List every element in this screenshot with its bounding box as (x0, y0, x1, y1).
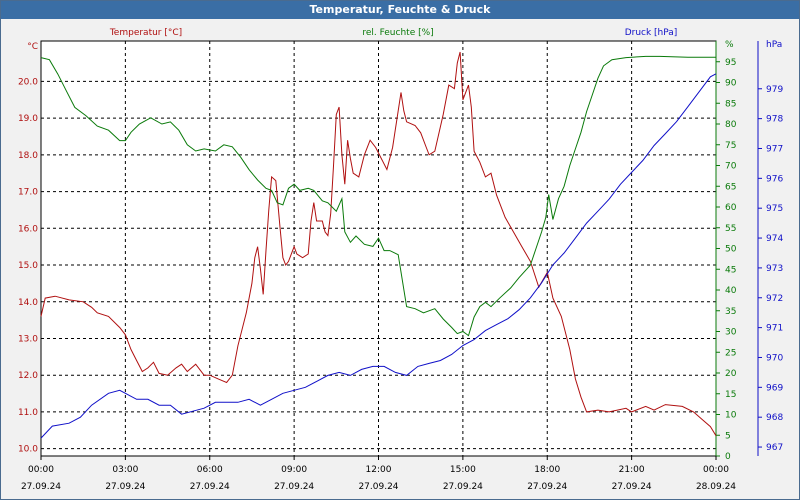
time-axis: 00:00 27.09.24 03:00 27.09.24 06:00 27.09.24 0… (21, 456, 736, 492)
x-tick-label: 18:00 (534, 465, 560, 475)
pressure-tick-label: 972 (766, 294, 783, 304)
humidity-tick-label: 80 (725, 120, 737, 130)
series-line-humidity (40, 55, 716, 337)
humidity-tick-label: 25 (725, 348, 736, 358)
x-date-label: 27.09.24 (358, 482, 398, 492)
x-tick-label: 21:00 (619, 465, 645, 475)
x-tick-label: 06:00 (197, 465, 223, 475)
temperature-tick-label: 16.0 (18, 224, 38, 234)
temperature-axis: 10.0 11.0 12.0 13.0 14.0 15.0 16.0 17.0 18.0 19.0… (18, 42, 38, 455)
x-date-label: 27.09.24 (527, 482, 567, 492)
humidity-tick-label: 45 (725, 265, 736, 275)
x-date-label: 27.09.24 (443, 482, 483, 492)
temperature-tick-label: 17.0 (18, 188, 38, 198)
pressure-tick-label: 976 (766, 174, 783, 184)
pressure-tick-label: 969 (766, 383, 783, 393)
humidity-tick-label: 35 (725, 307, 736, 317)
x-tick-label: 00:00 (703, 465, 729, 475)
pressure-tick-label: 973 (766, 264, 783, 274)
pressure-tick-label: 975 (766, 204, 783, 214)
humidity-tick-label: 40 (725, 286, 737, 296)
grid-lines (41, 41, 716, 456)
pressure-tick-label: 967 (766, 443, 783, 453)
plot-area (40, 40, 717, 457)
x-date-label: 27.09.24 (21, 482, 61, 492)
pressure-tick-label: 968 (766, 413, 783, 423)
humidity-tick-label: 10 (725, 411, 737, 421)
temperature-tick-label: 10.0 (18, 445, 38, 455)
humidity-tick-label: 85 (725, 99, 736, 109)
humidity-tick-label: 20 (725, 369, 737, 379)
x-tick-label: 00:00 (28, 465, 54, 475)
series-header-humidity: rel. Feuchte [%] (362, 28, 433, 38)
temperature-tick-label: 11.0 (18, 408, 38, 418)
temperature-tick-label: 18.0 (18, 151, 38, 161)
series-header-temperature: Temperatur [°C] (109, 28, 182, 38)
temperature-tick-label: 20.0 (18, 77, 38, 87)
temperature-tick-label: 12.0 (18, 371, 38, 381)
pressure-tick-label: 971 (766, 324, 783, 334)
x-date-label: 27.09.24 (190, 482, 230, 492)
humidity-axis: 0 5 10 15 20 25 30 35 40 45 50 55 60 65 70 75 80 85 90 95% (715, 40, 737, 462)
temperature-tick-label: 15.0 (18, 261, 38, 271)
pressure-tick-label: 979 (766, 85, 783, 95)
series-lines (40, 51, 717, 439)
chart-title: Temperatur, Feuchte & Druck (1, 1, 799, 19)
x-tick-label: 09:00 (281, 465, 307, 475)
humidity-tick-label: 75 (725, 141, 736, 151)
series-line-pressure (40, 73, 717, 439)
temperature-tick-label: 19.0 (18, 114, 38, 124)
pressure-tick-label: 977 (766, 144, 783, 154)
temperature-unit-label: °C (27, 42, 38, 52)
x-date-label: 27.09.24 (105, 482, 145, 492)
pressure-tick-label: 970 (766, 353, 783, 363)
humidity-tick-label: 50 (725, 245, 737, 255)
humidity-tick-label: 65 (725, 182, 736, 192)
x-date-label: 27.09.24 (274, 482, 314, 492)
pressure-axis: 967 968 969 970 971 972 973 974 975 976 977 978 979 h… (757, 40, 783, 456)
humidity-tick-label: 90 (725, 79, 737, 89)
axis-headers: Temperatur [°C] rel. Feuchte [%] Druck [hP… (109, 28, 677, 38)
humidity-tick-label: 60 (725, 203, 737, 213)
humidity-unit-label: % (725, 40, 734, 50)
pressure-tick-label: 978 (766, 115, 783, 125)
humidity-tick-label: 15 (725, 390, 736, 400)
temperature-tick-label: 13.0 (18, 334, 38, 344)
x-date-label: 27.09.24 (612, 482, 652, 492)
humidity-tick-label: 5 (725, 431, 731, 441)
pressure-tick-label: 974 (766, 234, 783, 244)
humidity-tick-label: 95 (725, 58, 736, 68)
pressure-unit-label: hPa (766, 40, 782, 50)
x-tick-label: 12:00 (366, 465, 392, 475)
x-tick-label: 15:00 (450, 465, 476, 475)
temperature-tick-label: 14.0 (18, 298, 38, 308)
series-header-pressure: Druck [hPa] (625, 28, 678, 38)
x-date-label: 28.09.24 (696, 482, 736, 492)
humidity-tick-label: 0 (725, 452, 731, 462)
humidity-tick-label: 70 (725, 162, 737, 172)
humidity-tick-label: 30 (725, 328, 737, 338)
x-tick-label: 03:00 (112, 465, 138, 475)
chart-canvas: 10.0 11.0 12.0 13.0 14.0 15.0 16.0 17.0 18.0 19.0… (18, 28, 783, 492)
humidity-tick-label: 55 (725, 224, 736, 234)
